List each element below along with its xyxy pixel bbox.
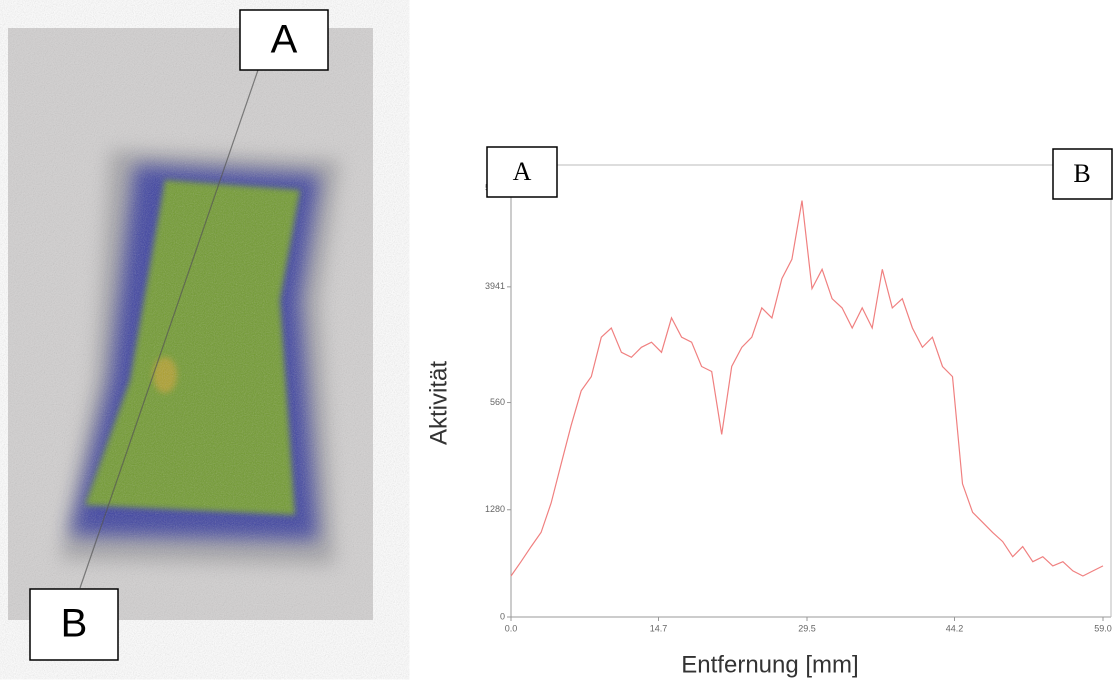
y-tick-label: 3941 (485, 281, 505, 291)
autoradiograph: A B (8, 9, 373, 661)
annotation-box (486, 146, 558, 198)
y-tick-label: 1280 (485, 504, 505, 514)
x-tick-label: 59.0 (1094, 623, 1112, 633)
image-label: B (61, 602, 88, 646)
x-tick-label: 14.7 (650, 623, 668, 633)
x-axis-label: Entfernung [mm] (681, 651, 858, 678)
chart: Entfernung [mm] Aktivität 01280560394151… (425, 146, 1113, 678)
y-tick-label: 0 (500, 611, 505, 621)
image-label: A (271, 18, 298, 62)
x-tick-label: 29.5 (798, 623, 816, 633)
annotation: B (1073, 159, 1090, 188)
annotation-box (1052, 148, 1113, 200)
data-line (510, 200, 1104, 577)
annotation: A (513, 157, 532, 186)
x-tick-label: 44.2 (946, 623, 964, 633)
y-axis-label: Aktivität (425, 361, 452, 445)
x-tick-label: 0.0 (505, 623, 518, 633)
y-tick-label: 560 (490, 397, 505, 407)
